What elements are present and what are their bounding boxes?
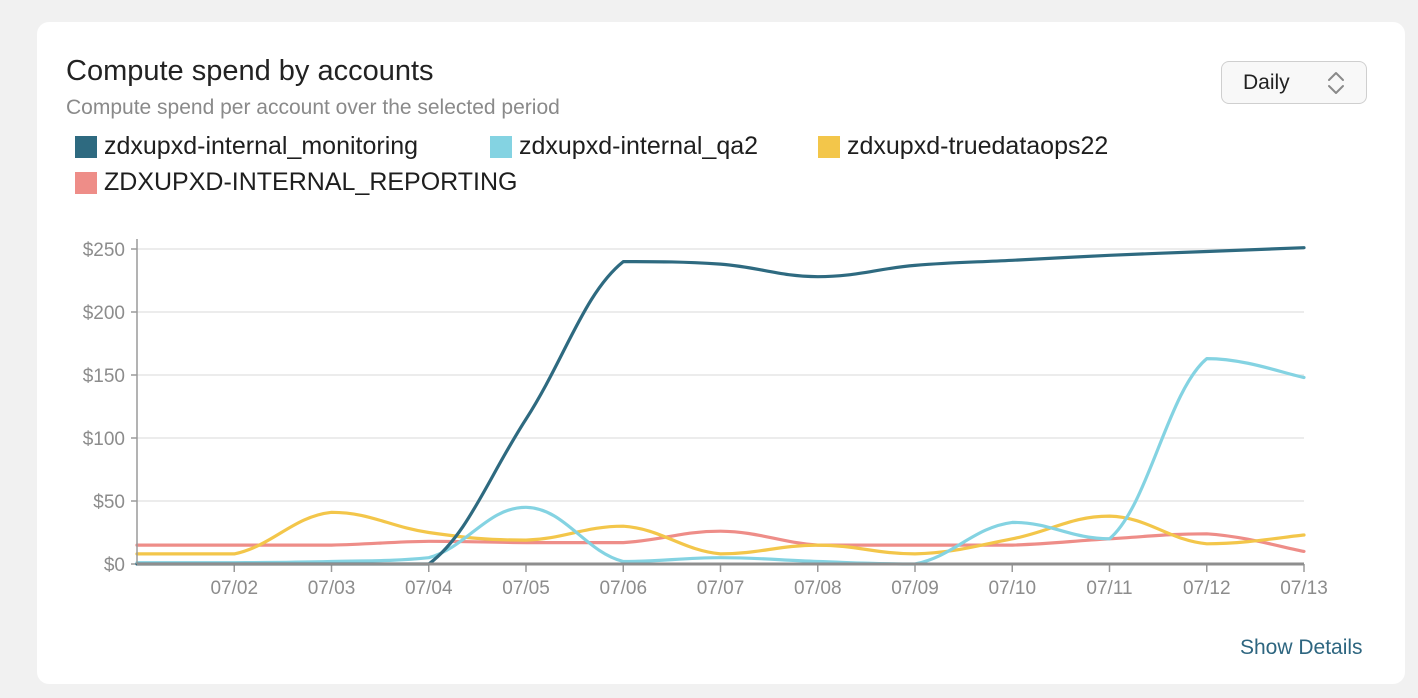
updown-chevron-icon — [1326, 70, 1346, 101]
y-tick-label: $50 — [93, 492, 125, 513]
legend-swatch — [75, 171, 97, 194]
chart-card: Compute spend by accounts Compute spend … — [37, 22, 1405, 684]
y-tick-label: $0 — [104, 555, 125, 576]
y-tick-label: $100 — [83, 429, 125, 450]
x-tick-label: 07/12 — [1183, 578, 1231, 599]
legend-swatch — [818, 135, 840, 158]
line-chart: $0 $50 $100 $150 $200 $250 07/02 07/03 07/04 07/0… — [83, 239, 1328, 599]
x-tick-label: 07/08 — [794, 578, 842, 599]
legend-item[interactable]: zdxupxd-truedataops22 — [818, 132, 1108, 161]
x-tick-label: 07/09 — [891, 578, 939, 599]
show-details-link[interactable]: Show Details — [1240, 636, 1363, 659]
y-tick-label: $150 — [83, 366, 125, 387]
x-tick-label: 07/06 — [599, 578, 647, 599]
legend-item[interactable]: zdxupxd-internal_monitoring — [75, 132, 418, 161]
x-tick-label: 07/05 — [502, 578, 550, 599]
chart-subtitle: Compute spend per account over the selec… — [66, 96, 560, 119]
legend-label: zdxupxd-internal_monitoring — [104, 132, 419, 160]
legend-label: zdxupxd-internal_qa2 — [519, 132, 759, 160]
x-tick-label: 07/13 — [1280, 578, 1328, 599]
x-tick-label: 07/02 — [210, 578, 258, 599]
series-line — [135, 357, 1306, 566]
y-tick-label: $250 — [83, 240, 125, 261]
legend-item[interactable]: ZDXUPXD-INTERNAL_REPORTING — [75, 168, 518, 197]
legend-label: zdxupxd-truedataops22 — [847, 132, 1109, 160]
x-tick-label: 07/04 — [405, 578, 453, 599]
legend-label: ZDXUPXD-INTERNAL_REPORTING — [104, 168, 518, 196]
period-select-value: Daily — [1243, 71, 1290, 94]
chart-title: Compute spend by accounts — [66, 55, 434, 87]
y-tick-label: $200 — [83, 303, 125, 324]
legend-swatch — [75, 135, 97, 158]
series-line — [135, 529, 1306, 553]
x-tick-label: 07/10 — [988, 578, 1036, 599]
period-select[interactable]: Daily — [1221, 61, 1367, 104]
legend-swatch — [490, 135, 512, 158]
legend-item[interactable]: zdxupxd-internal_qa2 — [490, 132, 758, 161]
x-tick-label: 07/11 — [1086, 578, 1132, 599]
x-tick-label: 07/07 — [697, 578, 745, 599]
x-tick-label: 07/03 — [308, 578, 356, 599]
series-line — [135, 510, 1306, 556]
